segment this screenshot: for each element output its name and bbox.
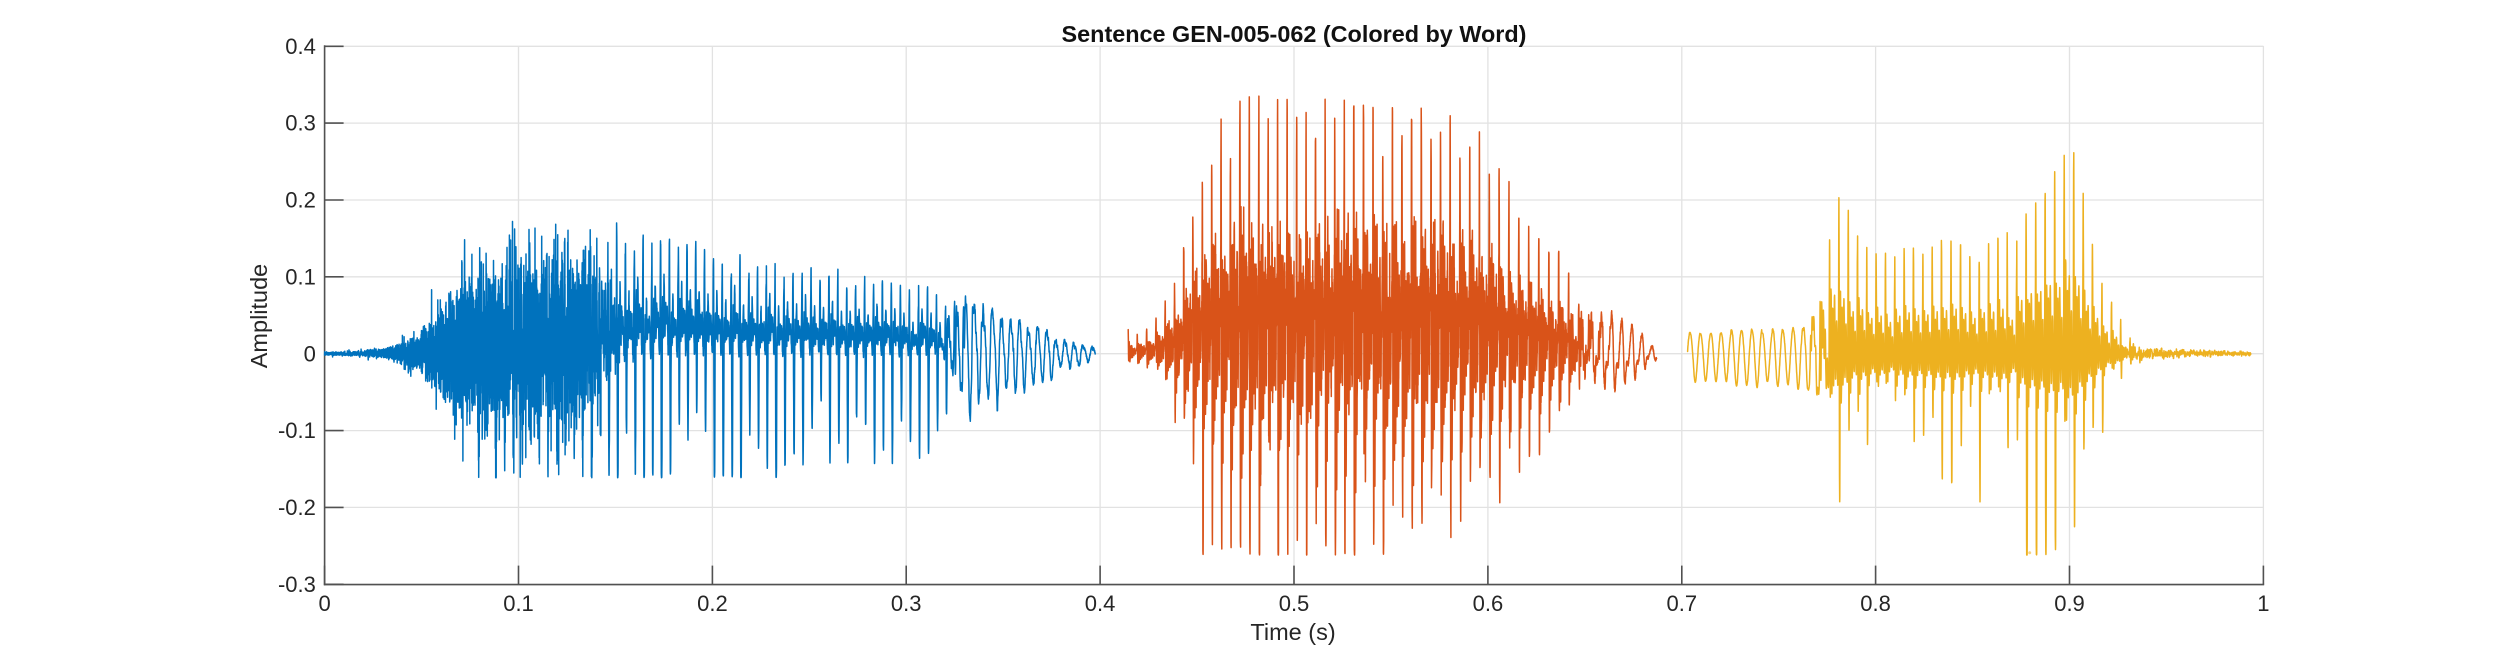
- svg-text:0.3: 0.3: [285, 111, 316, 136]
- svg-text:-0.2: -0.2: [278, 495, 316, 520]
- svg-text:0: 0: [304, 341, 316, 366]
- svg-text:Amplitude: Amplitude: [246, 264, 272, 369]
- svg-text:-0.3: -0.3: [278, 572, 316, 597]
- svg-text:Time (s): Time (s): [1250, 619, 1335, 645]
- svg-text:0.2: 0.2: [285, 188, 316, 213]
- svg-text:0.1: 0.1: [285, 264, 316, 289]
- svg-text:0.2: 0.2: [697, 591, 728, 616]
- svg-text:0.9: 0.9: [2054, 591, 2085, 616]
- svg-text:0.6: 0.6: [1473, 591, 1504, 616]
- svg-text:0.7: 0.7: [1667, 591, 1698, 616]
- svg-text:-0.1: -0.1: [278, 418, 316, 443]
- svg-text:0.4: 0.4: [285, 34, 316, 59]
- svg-text:Sentence GEN-005-062 (Colored: Sentence GEN-005-062 (Colored by Word): [1062, 21, 1527, 47]
- svg-text:0.1: 0.1: [503, 591, 534, 616]
- svg-text:0.5: 0.5: [1279, 591, 1310, 616]
- svg-text:0.8: 0.8: [1860, 591, 1891, 616]
- svg-text:0: 0: [318, 591, 330, 616]
- svg-text:0.4: 0.4: [1085, 591, 1116, 616]
- svg-text:1: 1: [2257, 591, 2269, 616]
- svg-text:0.3: 0.3: [891, 591, 922, 616]
